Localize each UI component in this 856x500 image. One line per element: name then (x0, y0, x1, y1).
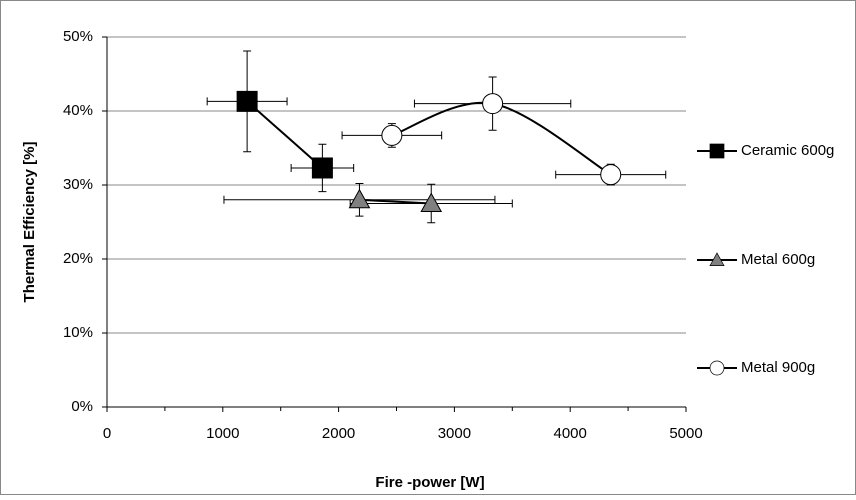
y-tick-label: 0% (71, 398, 93, 415)
y-tick-label: 10% (63, 324, 93, 341)
data-point (348, 188, 371, 209)
y-tick-label: 50% (63, 28, 93, 45)
legend-label: Metal 600g (741, 251, 815, 268)
data-point (311, 157, 333, 179)
legend-marker (709, 143, 725, 159)
data-point (236, 90, 258, 112)
y-tick-label: 30% (63, 176, 93, 193)
x-tick-label: 4000 (554, 425, 587, 442)
y-tick-label: 40% (63, 102, 93, 119)
x-axis-label: Fire -power [W] (375, 474, 484, 491)
y-axis-label: Thermal Efficiency [%] (21, 142, 38, 303)
legend-marker (709, 252, 725, 266)
legend-marker (709, 360, 725, 376)
x-tick-label: 3000 (438, 425, 471, 442)
x-tick-label: 2000 (322, 425, 355, 442)
legend-label: Metal 900g (741, 359, 815, 376)
data-point (381, 124, 403, 146)
data-point (482, 93, 504, 115)
x-tick-label: 5000 (669, 425, 702, 442)
x-tick-label: 0 (103, 425, 111, 442)
y-tick-label: 20% (63, 250, 93, 267)
x-tick-label: 1000 (206, 425, 239, 442)
data-point (420, 192, 443, 212)
legend-label: Ceramic 600g (741, 142, 834, 159)
data-point (600, 164, 622, 186)
